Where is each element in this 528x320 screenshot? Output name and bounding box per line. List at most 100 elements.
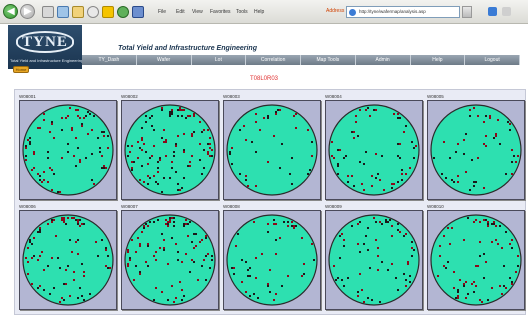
mail-icon[interactable] (132, 6, 144, 18)
fail-die (39, 127, 41, 129)
fail-die (51, 257, 53, 259)
fail-die (139, 147, 141, 149)
fail-die (103, 131, 105, 133)
links-icon[interactable] (488, 7, 497, 16)
wafer-cell[interactable]: W08002 (121, 94, 221, 204)
nav-tab-admin[interactable]: Admin (356, 55, 411, 65)
wafer-cell[interactable]: W08006 (19, 204, 119, 314)
fail-die (25, 159, 27, 161)
fail-die (183, 109, 185, 111)
fail-die (475, 265, 477, 267)
wafer-map[interactable] (427, 210, 525, 310)
fail-die (231, 163, 233, 165)
menu-file[interactable]: File (158, 9, 167, 15)
fail-die (131, 167, 133, 169)
fail-die (375, 239, 377, 241)
fail-die (171, 285, 173, 287)
wafer-disc (226, 104, 318, 196)
menu-tools[interactable]: Tools (236, 9, 248, 15)
nav-tab-help[interactable]: Help (411, 55, 466, 65)
nav-tab-dash[interactable]: TY_Dash (82, 55, 137, 65)
fail-die (337, 163, 339, 165)
stop-icon[interactable] (42, 6, 54, 18)
fail-die (339, 257, 341, 259)
fail-die (503, 285, 505, 287)
wafer-map[interactable] (121, 210, 219, 310)
wafer-map-plot (328, 104, 420, 196)
wafer-cell[interactable]: W08005 (427, 94, 527, 204)
fail-die (411, 255, 413, 257)
fail-die (165, 155, 167, 157)
fail-die (83, 275, 85, 277)
fail-die (505, 173, 507, 175)
home-icon[interactable] (72, 6, 84, 18)
fail-die (207, 143, 209, 145)
fail-die (183, 151, 185, 153)
toolbar-extras[interactable] (486, 6, 522, 18)
nav-tab-logout[interactable]: Logout (465, 55, 520, 65)
wafer-map[interactable] (223, 100, 321, 200)
fail-die (405, 125, 407, 127)
fail-die (183, 149, 185, 151)
wafer-cell[interactable]: W08004 (325, 94, 425, 204)
fail-die (171, 237, 173, 239)
address-label: Address (326, 8, 345, 14)
fail-die (103, 165, 105, 167)
refresh-icon[interactable] (57, 6, 69, 18)
wafer-map[interactable] (325, 100, 423, 200)
fail-die (73, 155, 75, 157)
menu-favorites[interactable]: Favorites (210, 9, 231, 15)
favorites-icon[interactable] (102, 6, 114, 18)
fail-die (187, 235, 189, 237)
wafer-cell[interactable]: W08003 (223, 94, 323, 204)
wafer-cell[interactable]: W08010 (427, 204, 527, 314)
fail-die (235, 245, 237, 247)
nav-tab-map-tools[interactable]: Map Tools (301, 55, 356, 65)
menu-view[interactable]: View (192, 9, 203, 15)
fail-die (189, 115, 191, 117)
fail-die (89, 293, 91, 295)
wafer-cell[interactable]: W08008 (223, 204, 323, 314)
media-icon[interactable] (117, 6, 129, 18)
nav-tab-correlation[interactable]: Correlation (246, 55, 301, 65)
fail-die (39, 175, 41, 177)
fail-die (71, 251, 73, 253)
back-button[interactable]: ◀ (3, 4, 18, 19)
fail-die (147, 163, 149, 165)
wafer-map[interactable] (325, 210, 423, 310)
wafer-cell[interactable]: W08009 (325, 204, 425, 314)
fail-die (93, 183, 95, 185)
home-button[interactable]: Home (13, 66, 29, 73)
fail-die (173, 221, 175, 223)
options-icon[interactable] (502, 7, 511, 16)
address-bar[interactable]: http://tyne/wafermap/analysis.asp (346, 6, 460, 18)
fail-die (33, 153, 35, 155)
menu-help[interactable]: Help (254, 9, 265, 15)
menu-edit[interactable]: Edit (176, 9, 185, 15)
fail-die (129, 257, 131, 259)
fail-die (233, 273, 235, 275)
forward-button[interactable]: ▶ (20, 4, 35, 19)
wafer-cell[interactable]: W08001 (19, 94, 119, 204)
wafer-map[interactable] (19, 100, 117, 200)
fail-die (509, 243, 511, 245)
nav-tab-lot[interactable]: Lot (192, 55, 247, 65)
fail-die (189, 165, 191, 167)
fail-die (269, 291, 271, 293)
wafer-map[interactable] (19, 210, 117, 310)
fail-die (337, 149, 339, 151)
fail-die (483, 121, 485, 123)
fail-die (247, 275, 249, 277)
nav-tab-wafer[interactable]: Wafer (137, 55, 192, 65)
wafer-map[interactable] (427, 100, 525, 200)
fail-die (245, 179, 247, 181)
fail-die (61, 219, 63, 221)
wafer-map[interactable] (223, 210, 321, 310)
go-button[interactable] (462, 6, 472, 18)
fail-die (43, 269, 45, 271)
fail-die (237, 233, 239, 235)
wafer-cell[interactable]: W08007 (121, 204, 221, 314)
logo[interactable]: TYNE Total Yield and Infrastructure Engi… (8, 25, 83, 69)
search-icon[interactable] (87, 6, 99, 18)
wafer-map[interactable] (121, 100, 219, 200)
